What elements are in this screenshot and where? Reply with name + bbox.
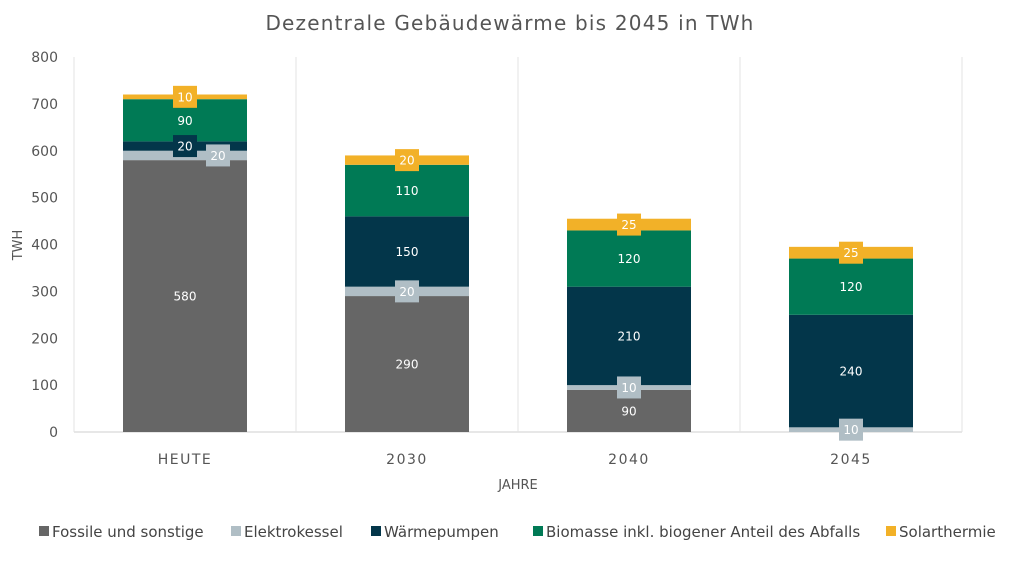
data-label: 25	[621, 218, 636, 232]
legend-label: Elektrokessel	[244, 523, 343, 541]
bar-segment	[567, 286, 691, 386]
data-labels: 580 20 20 90 10 290 20 150 110 20 90 10 210 120 25 10 24…	[173, 85, 863, 441]
legend-swatch	[39, 526, 49, 536]
data-label: 210	[618, 329, 641, 343]
data-label-badge	[206, 144, 230, 167]
y-tick-label: 400	[31, 238, 58, 254]
legend-label: Solarthermie	[899, 523, 996, 541]
data-label: 20	[399, 285, 414, 299]
data-label-badge	[395, 280, 419, 303]
data-label: 580	[174, 290, 197, 304]
bar-segment	[345, 164, 469, 217]
x-tick-label: 2030	[386, 452, 428, 468]
data-label: 20	[177, 140, 192, 154]
legend-swatch	[886, 526, 896, 536]
chart-title: Dezentrale Gebäudewärme bis 2045 in TWh	[265, 11, 754, 35]
data-label: 20	[399, 154, 414, 168]
legend-swatch	[533, 526, 543, 536]
y-tick-label: 600	[31, 144, 58, 160]
data-label: 25	[843, 246, 858, 260]
legend-item: Elektrokessel	[231, 523, 343, 541]
data-label-badge	[173, 85, 197, 108]
data-label: 240	[840, 365, 863, 379]
legend-label: Wärmepumpen	[384, 523, 499, 541]
data-label: 290	[396, 358, 419, 372]
bar-segment	[345, 296, 469, 432]
legend-swatch	[231, 526, 241, 536]
y-tick-label: 200	[31, 331, 58, 347]
data-label: 10	[843, 423, 858, 437]
x-axis-ticks: HEUTE 2030 2040 2045	[158, 452, 872, 468]
bars: 580 20 20 90 10 290 20 150 110 20 90 10 210 120 25 10 24…	[123, 85, 913, 441]
data-label: 110	[396, 184, 419, 198]
x-tick-label: 2040	[608, 452, 650, 468]
y-tick-label: 300	[31, 284, 58, 300]
y-axis-ticks: 0 100 200 300 400 500 600 700 800	[31, 50, 58, 441]
legend-item: Wärmepumpen	[371, 523, 499, 541]
data-label: 120	[840, 280, 863, 294]
data-label-badge	[839, 241, 863, 264]
y-tick-label: 0	[49, 425, 58, 441]
data-label-badge	[395, 149, 419, 172]
y-tick-label: 700	[31, 97, 58, 113]
data-label: 150	[396, 245, 419, 259]
data-label: 90	[177, 114, 192, 128]
x-axis-label: JAHRE	[497, 478, 538, 493]
data-label-badge	[617, 213, 641, 236]
data-label: 20	[210, 149, 225, 163]
data-label: 10	[621, 381, 636, 395]
data-label: 90	[621, 404, 636, 418]
legend-item: Biomasse inkl. biogener Anteil des Abfal…	[533, 523, 860, 541]
bar-segment	[345, 216, 469, 287]
bar-segment	[789, 258, 913, 315]
legend-swatch	[371, 526, 381, 536]
legend-label: Biomasse inkl. biogener Anteil des Abfal…	[546, 523, 860, 541]
legend-item: Fossile und sonstige	[39, 523, 204, 541]
y-tick-label: 100	[31, 378, 58, 394]
data-label-badge	[617, 376, 641, 399]
data-label: 10	[177, 90, 192, 104]
y-tick-label: 500	[31, 191, 58, 207]
bar-segment	[789, 314, 913, 428]
y-tick-label: 800	[31, 50, 58, 66]
legend: Fossile und sonstige Elektrokessel Wärmepu…	[39, 523, 996, 541]
legend-item: Solarthermie	[886, 523, 996, 541]
x-tick-label: HEUTE	[158, 452, 213, 468]
bar-segment	[123, 160, 247, 432]
data-label: 120	[618, 252, 641, 266]
x-tick-label: 2045	[830, 452, 872, 468]
y-axis-label: TWH	[11, 230, 26, 262]
legend-label: Fossile und sonstige	[52, 523, 204, 541]
bar-segment	[567, 230, 691, 287]
data-label-badge	[173, 135, 197, 158]
data-label-badge	[839, 418, 863, 441]
